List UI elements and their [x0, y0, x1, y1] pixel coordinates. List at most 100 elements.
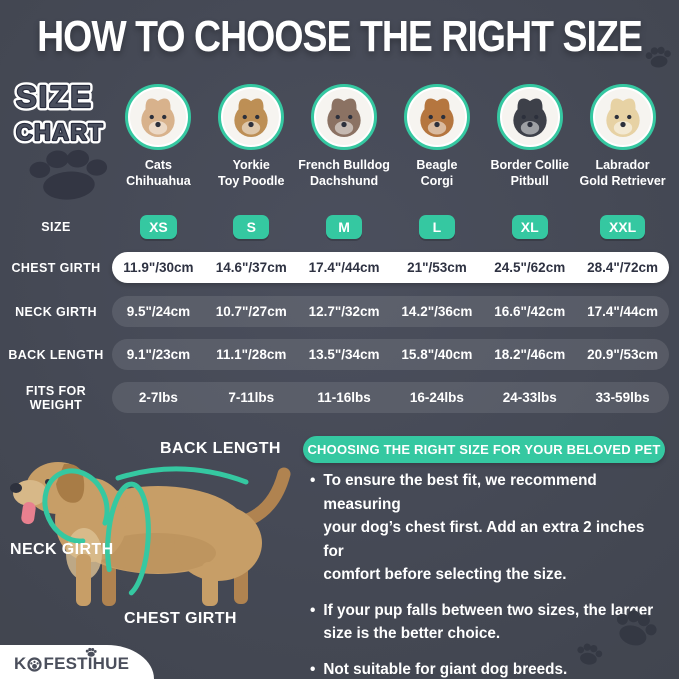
brand-logo-plate: K FESTIHUE: [0, 645, 154, 679]
animal-column-2: Yorkie Toy Poodle: [205, 84, 298, 189]
animal-label: Beagle Corgi: [416, 158, 458, 188]
size-badge-m: M: [326, 215, 363, 239]
chest-girth-line: [105, 481, 151, 599]
bullet-dot: [310, 599, 323, 646]
page-title: HOW TO CHOOSE THE RIGHT SIZE: [37, 13, 643, 62]
back-length-row: BACK LENGTH 9.1"/23cm 11.1"/28cm 13.5"/3…: [0, 339, 669, 370]
logo-text-part1: K: [14, 654, 27, 673]
dog-photo: [311, 84, 378, 150]
logo-paw-o-icon: [27, 656, 43, 672]
size-badge-s: S: [233, 215, 270, 239]
dog-tongue: [21, 502, 36, 525]
neck-girth-line: [42, 468, 110, 544]
neck-value: 12.7"/32cm: [308, 304, 380, 319]
size-badge-xs: XS: [140, 215, 177, 239]
dog-measurement-illustration: [10, 462, 291, 606]
weight-row: FITS FOR WEIGHT 2-7lbs 7-11lbs 11-16lbs …: [0, 382, 669, 413]
animal-column-6: Labrador Gold Retriever: [576, 84, 669, 189]
animal-label: Cats Chihuahua: [126, 158, 191, 188]
weight-value: 11-16lbs: [317, 390, 371, 405]
size-chart-heading: SIZE SIZE CHART CHART: [13, 76, 107, 149]
dog-face-icon: [141, 98, 176, 137]
back-value: 15.8"/40cm: [401, 347, 473, 362]
tip-item: To ensure the best fit, we recommend mea…: [310, 469, 666, 587]
paw-print-icon: [577, 643, 603, 665]
weight-value: 2-7lbs: [138, 390, 178, 405]
chest-girth-values: 11.9"/30cm 14.6"/37cm 17.4"/44cm 21"/53c…: [112, 252, 669, 283]
dog-photo: [218, 84, 285, 150]
weight-value: 33-59lbs: [595, 390, 650, 405]
tips-list: To ensure the best fit, we recommend mea…: [310, 469, 666, 679]
weight-row-label: FITS FOR WEIGHT: [25, 383, 87, 412]
neck-value: 9.5"/24cm: [126, 304, 191, 319]
animal-header-row: Cats Chihuahua Yorkie Toy Poodle: [0, 84, 669, 189]
dog-face-icon: [513, 98, 547, 137]
back-length-line: [115, 466, 249, 485]
size-badge-xxl: XXL: [599, 215, 646, 239]
chest-value: 28.4"/72cm: [587, 260, 659, 275]
animal-column-4: Beagle Corgi: [391, 84, 484, 189]
size-badge-xl: XL: [511, 215, 548, 239]
size-word: SIZE: [16, 79, 93, 114]
size-row-label: SIZE: [41, 220, 71, 234]
weight-value: 24-33lbs: [502, 390, 557, 405]
chest-girth-label: CHEST GIRTH: [11, 260, 101, 275]
back-value: 20.9"/53cm: [587, 347, 659, 362]
dog-face-icon: [234, 98, 268, 137]
weight-value: 16-24lbs: [409, 390, 464, 405]
chest-value: 17.4"/44cm: [308, 260, 380, 275]
neck-girth-diagram-label: NECK GIRTH: [10, 541, 114, 558]
animal-column-5: Border Collie Pitbull: [483, 84, 576, 189]
back-value: 9.1"/23cm: [126, 347, 191, 362]
animal-column-3: French Bulldog Dachshund: [298, 84, 391, 189]
animal-column-1: Cats Chihuahua: [112, 84, 205, 189]
chest-value: 24.5"/62cm: [494, 260, 566, 275]
back-value: 11.1"/28cm: [216, 347, 287, 362]
dog-face-icon: [420, 98, 454, 137]
back-length-values: 9.1"/23cm 11.1"/28cm 13.5"/34cm 15.8"/40…: [112, 339, 669, 370]
paw-print-icon: [85, 647, 97, 657]
neck-girth-values: 9.5"/24cm 10.7"/27cm 12.7"/32cm 14.2"/36…: [112, 296, 669, 327]
bullet-dot: [310, 658, 323, 679]
back-value: 13.5"/34cm: [308, 347, 380, 362]
svg-text:CHART: CHART: [16, 119, 104, 145]
chest-girth-row: CHEST GIRTH 11.9"/30cm 14.6"/37cm 17.4"/…: [0, 252, 669, 283]
weight-values: 2-7lbs 7-11lbs 11-16lbs 16-24lbs 24-33lb…: [112, 382, 669, 413]
size-badge-l: L: [418, 215, 455, 239]
svg-text:SIZE: SIZE: [16, 79, 93, 114]
dog-photo: [496, 84, 563, 150]
size-row: SIZE XS S M L XL XXL: [0, 212, 669, 242]
dog-photo: [589, 84, 656, 150]
back-value: 18.2"/46cm: [494, 347, 566, 362]
tips-banner: CHOOSING THE RIGHT SIZE FOR YOUR BELOVED…: [303, 436, 665, 463]
back-length-label: BACK LENGTH: [8, 347, 104, 362]
chest-value: 11.9"/30cm: [123, 260, 194, 275]
neck-value: 17.4"/44cm: [587, 304, 659, 319]
chest-girth-diagram-label: CHEST GIRTH: [124, 610, 237, 627]
dog-face-icon: [327, 98, 361, 137]
dog-face-icon: [605, 98, 640, 137]
dog-nose: [10, 483, 22, 493]
animal-label: Labrador Gold Retriever: [579, 158, 666, 188]
animal-label: Yorkie Toy Poodle: [218, 158, 285, 188]
paw-print-icon: [645, 46, 671, 68]
animal-label: French Bulldog Dachshund: [298, 158, 390, 188]
animal-label: Border Collie Pitbull: [490, 158, 569, 188]
dog-photo: [125, 84, 192, 150]
neck-value: 14.2"/36cm: [401, 304, 473, 319]
neck-value: 16.6"/42cm: [494, 304, 566, 319]
paw-print-icon: [616, 610, 657, 646]
chest-value: 21"/53cm: [407, 260, 467, 275]
chart-word: CHART: [16, 119, 104, 145]
bullet-dot: [310, 469, 323, 587]
logo-text-part2: FESTIHUE: [43, 654, 130, 673]
paw-print-icon: [29, 149, 108, 200]
neck-value: 10.7"/27cm: [215, 304, 287, 319]
dog-photo: [403, 84, 470, 150]
weight-value: 7-11lbs: [228, 390, 275, 405]
neck-girth-label: NECK GIRTH: [15, 304, 97, 319]
back-length-diagram-label: BACK LENGTH: [160, 440, 281, 457]
neck-girth-row: NECK GIRTH 9.5"/24cm 10.7"/27cm 12.7"/32…: [0, 296, 669, 327]
brand-logo: K FESTIHUE: [14, 654, 129, 674]
